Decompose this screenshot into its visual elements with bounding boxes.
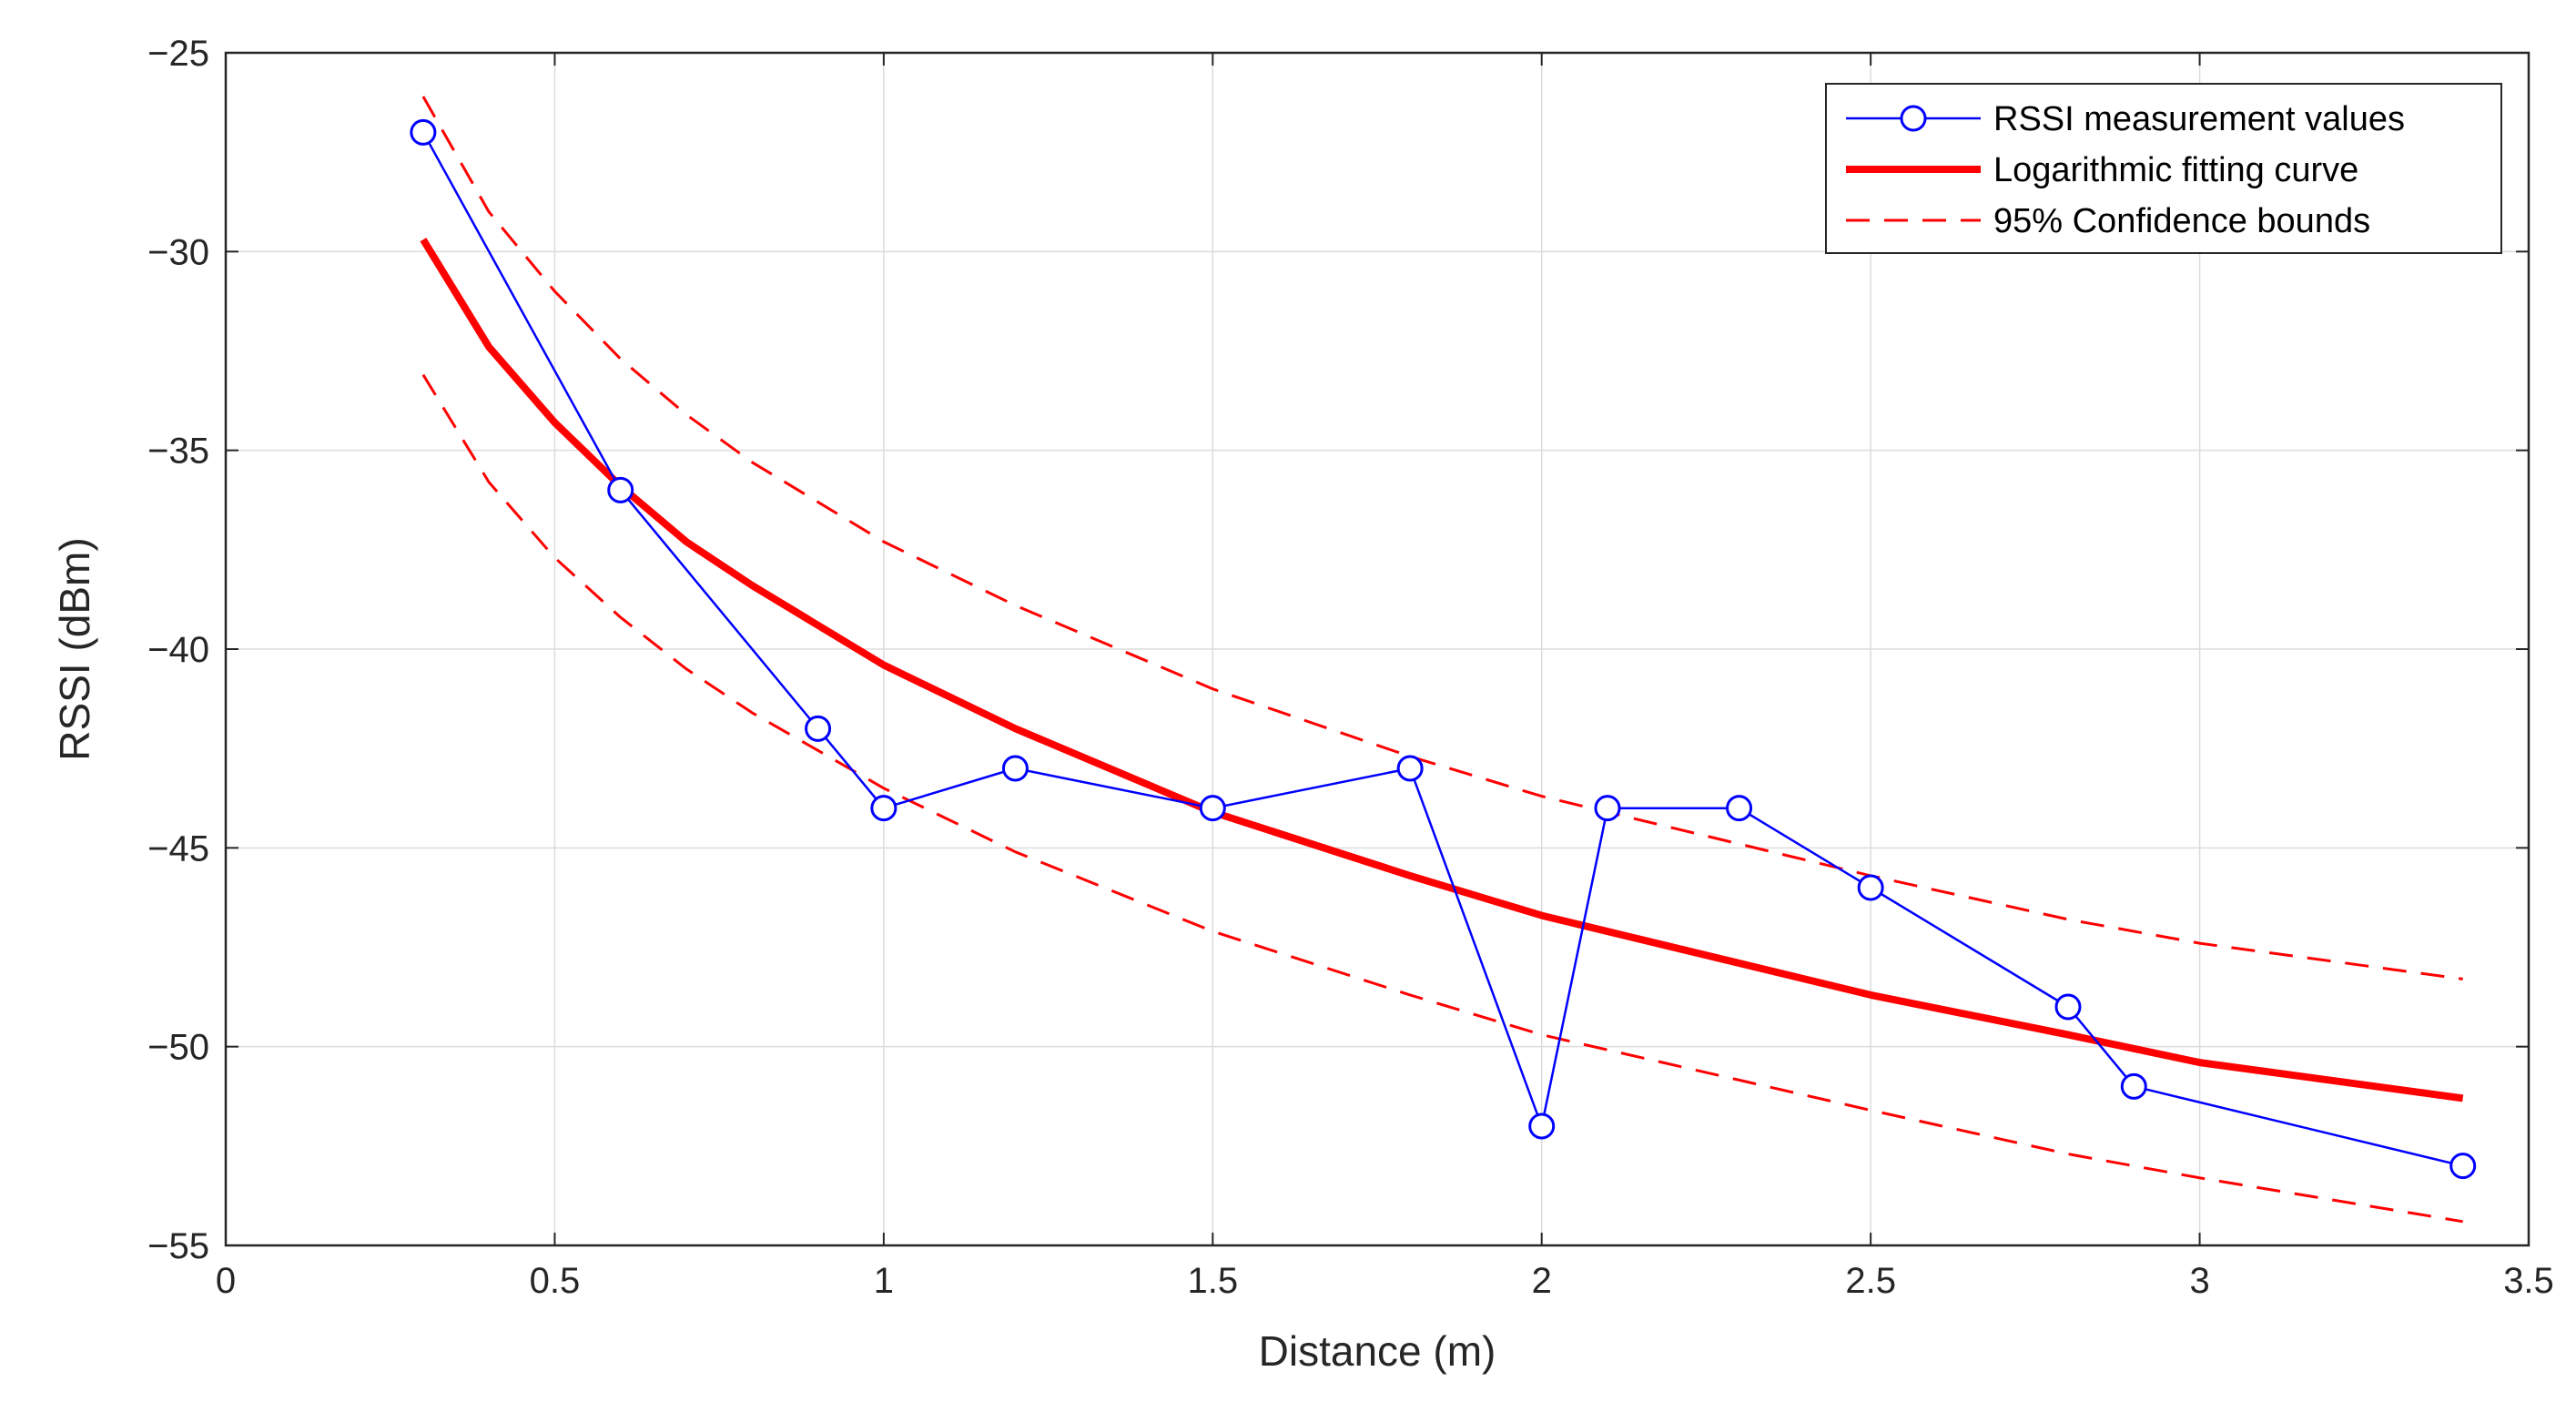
y-tick-label: −40 xyxy=(147,630,209,670)
x-tick-label: 0 xyxy=(216,1261,236,1301)
plot-series xyxy=(410,96,2477,1224)
rssi-data-point xyxy=(2054,993,2082,1021)
rssi-data-point xyxy=(2120,1072,2147,1100)
y-tick-label: −45 xyxy=(147,828,209,869)
legend-label: Logarithmic fitting curve xyxy=(1993,151,2358,189)
fit-curve-line xyxy=(420,238,2464,1102)
x-tick-label: 0.5 xyxy=(530,1261,581,1301)
rssi-data-point xyxy=(1199,795,1226,822)
x-tick-label: 2.5 xyxy=(1845,1261,1896,1301)
rssi-data-point xyxy=(1857,874,1884,901)
x-tick-label: 2 xyxy=(1532,1261,1552,1301)
rssi-data-point xyxy=(2449,1153,2477,1180)
x-axis-label: Distance (m) xyxy=(1259,1327,1496,1375)
rssi-data-point xyxy=(1726,795,1753,822)
rssi-data-point xyxy=(1528,1112,1556,1140)
x-tick-label: 1.5 xyxy=(1187,1261,1238,1301)
legend-swatch-marker xyxy=(1900,105,1927,132)
rssi-data-point xyxy=(607,476,634,503)
rssi-data-point xyxy=(1594,795,1621,822)
rssi-data-point xyxy=(1396,755,1424,782)
y-axis-label: RSSI (dBm) xyxy=(51,537,98,760)
x-tick-label: 3.5 xyxy=(2503,1261,2554,1301)
rssi-data-point xyxy=(870,795,898,822)
y-tick-label: −35 xyxy=(147,432,209,472)
rssi-data-point xyxy=(410,118,437,146)
lower-confidence-bound-line xyxy=(421,373,2463,1224)
legend-label: 95% Confidence bounds xyxy=(1993,202,2370,240)
rssi-data-point xyxy=(805,715,832,742)
y-tick-label: −50 xyxy=(147,1028,209,1068)
x-tick-label: 1 xyxy=(874,1261,894,1301)
x-tick-label: 3 xyxy=(2189,1261,2209,1301)
y-tick-label: −30 xyxy=(147,232,209,272)
legend-label: RSSI measurement values xyxy=(1993,100,2405,138)
rssi-measurement-line xyxy=(421,131,2463,1167)
rssi-data-point xyxy=(1001,755,1029,782)
legend: RSSI measurement values Logarithmic fitti… xyxy=(1825,83,2502,254)
axis-ticks: 0 0.5 1 1.5 2 2.5 3 3.5 −25 −30 −35 −40 −45 −50 −55 xyxy=(147,34,2554,1301)
y-tick-label: −55 xyxy=(147,1226,209,1266)
y-tick-label: −25 xyxy=(147,34,209,74)
